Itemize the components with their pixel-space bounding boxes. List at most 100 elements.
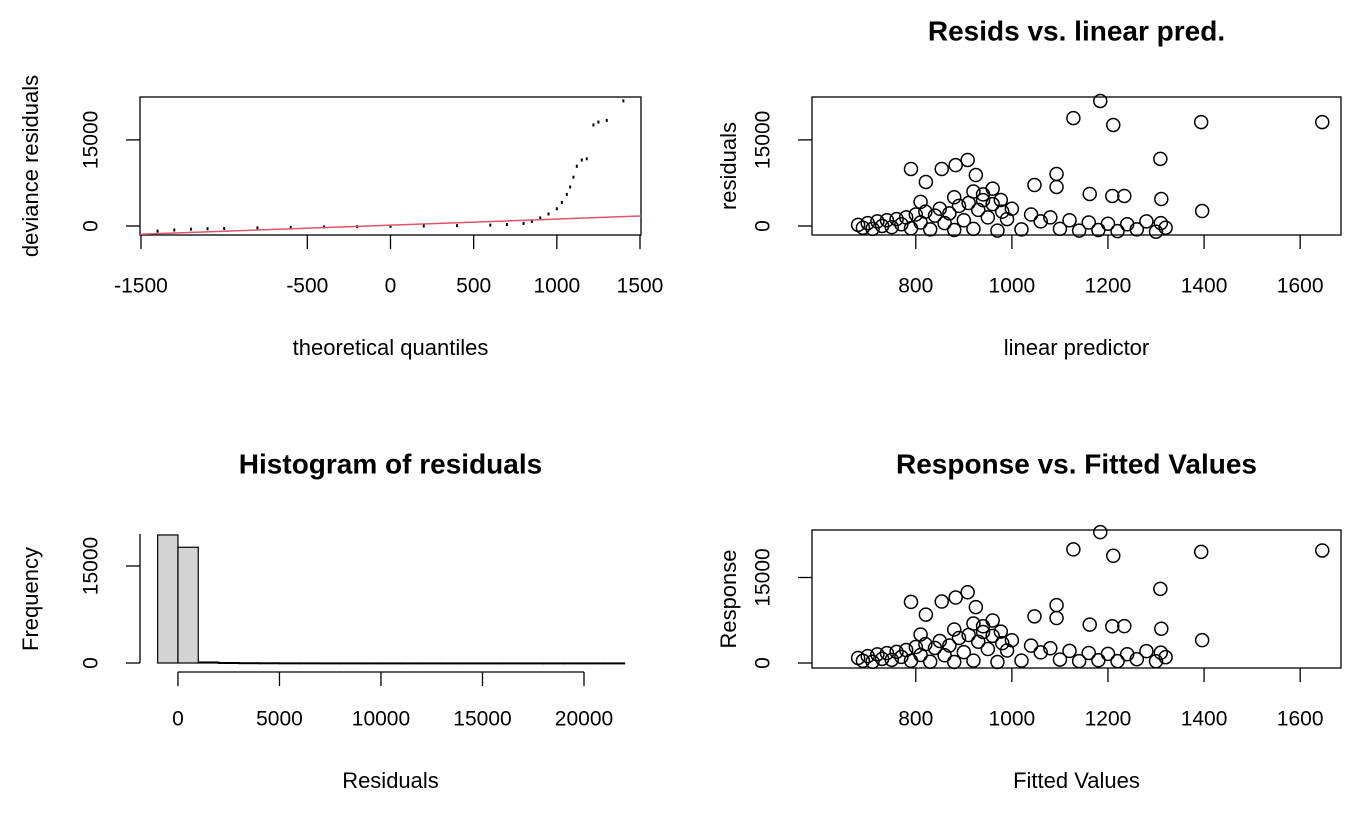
bar: [258, 662, 281, 665]
point: [1105, 188, 1120, 204]
point: [1315, 114, 1330, 130]
point: [189, 227, 192, 231]
point: [1093, 93, 1108, 109]
point: [592, 123, 595, 127]
point: [948, 590, 963, 605]
point: [1004, 201, 1020, 217]
point: [993, 624, 1009, 639]
reference-line: [139, 215, 642, 236]
y-tick-label: 15000: [752, 548, 775, 606]
bar: [502, 662, 524, 665]
point: [1154, 621, 1169, 636]
point: [1049, 610, 1064, 626]
x-tick-label: 0: [385, 275, 397, 298]
point: [173, 228, 176, 232]
x-tick-label: 0: [172, 708, 184, 731]
point: [1117, 188, 1132, 204]
point: [1148, 654, 1164, 669]
point: [1106, 548, 1121, 564]
x-tick-label: 1000: [533, 275, 580, 298]
point: [993, 192, 1009, 208]
point: [995, 204, 1010, 219]
point: [1117, 618, 1132, 634]
point: [946, 654, 962, 670]
point: [605, 118, 608, 122]
point: [1315, 543, 1330, 558]
point: [990, 223, 1005, 238]
point: [908, 639, 924, 655]
point: [1081, 645, 1097, 661]
point: [565, 192, 568, 196]
y-tick-label: 15000: [80, 111, 103, 169]
x-tick-label: 1600: [1277, 275, 1324, 298]
point: [1091, 653, 1106, 668]
point: [1153, 645, 1169, 660]
point: [1014, 222, 1029, 237]
x-tick-label: -500: [286, 275, 328, 298]
point: [1066, 542, 1081, 557]
point: [985, 196, 1000, 212]
point: [995, 635, 1010, 651]
point: [934, 594, 949, 609]
point: [1194, 203, 1210, 219]
point: [1004, 632, 1020, 648]
point: [948, 157, 963, 173]
point: [985, 628, 1000, 644]
point: [1082, 186, 1097, 202]
point: [1043, 210, 1058, 225]
point: [1027, 609, 1042, 624]
point: [1049, 166, 1064, 182]
point: [942, 638, 957, 653]
y-tick-label: 15000: [752, 111, 775, 169]
point: [918, 607, 934, 622]
point: [922, 654, 938, 669]
point: [560, 200, 563, 204]
point: [1052, 652, 1068, 667]
point: [1153, 215, 1169, 231]
point: [572, 175, 575, 179]
point: [580, 158, 583, 162]
point: [1081, 215, 1097, 230]
x-tick-label: 800: [898, 275, 933, 298]
bar: [299, 662, 321, 665]
point: [585, 157, 588, 161]
bar: [583, 662, 605, 665]
x-axis-label: Fitted Values: [1013, 768, 1140, 793]
bar: [238, 662, 260, 665]
bar: [217, 662, 240, 665]
point: [1110, 223, 1125, 239]
point: [256, 226, 259, 230]
point: [865, 221, 880, 237]
bar: [420, 662, 443, 665]
x-tick-label: 20000: [555, 708, 613, 731]
plot-frame: [811, 96, 1342, 236]
point: [1148, 224, 1164, 239]
point: [903, 594, 919, 610]
point: [922, 222, 938, 237]
y-axis-label: deviance residuals: [18, 75, 43, 257]
point: [946, 190, 962, 205]
point: [946, 622, 962, 637]
point: [1153, 581, 1168, 597]
point: [918, 636, 933, 652]
point: [1154, 191, 1169, 207]
point: [1110, 653, 1125, 669]
point: [968, 599, 984, 615]
bar: [542, 662, 565, 665]
point: [1105, 619, 1120, 634]
plot-frame: [811, 529, 1342, 669]
point: [903, 161, 919, 177]
point: [1062, 212, 1077, 228]
point: [422, 224, 425, 228]
point: [966, 616, 981, 631]
point: [932, 201, 948, 217]
bar: [603, 662, 626, 665]
point: [1193, 544, 1209, 560]
point: [884, 219, 900, 235]
point: [547, 212, 550, 216]
point: [951, 630, 967, 646]
bar: [197, 661, 220, 664]
bar: [441, 662, 463, 665]
point: [884, 652, 900, 668]
